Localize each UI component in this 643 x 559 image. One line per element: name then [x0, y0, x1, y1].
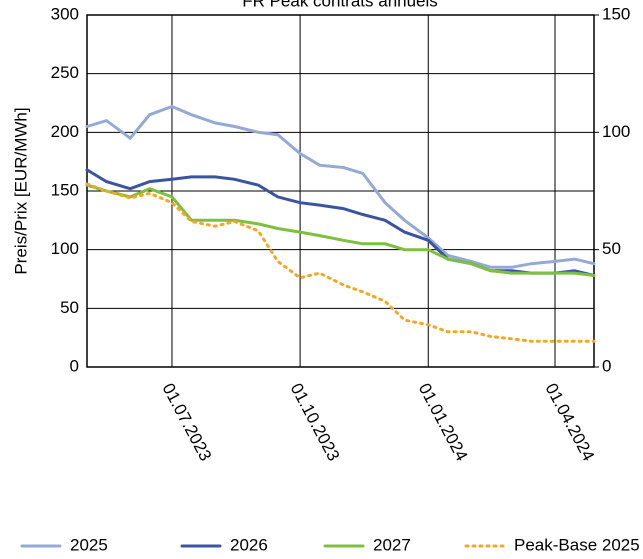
- y-tick-label: 250: [51, 63, 79, 82]
- legend-label: 2025: [70, 535, 108, 554]
- y-tick-label: 100: [51, 239, 79, 258]
- y2-tick-label: 0: [602, 356, 611, 375]
- series-line: [85, 183, 596, 277]
- y2-tick-label: 50: [602, 239, 621, 258]
- y2-tick-label: 100: [602, 122, 630, 141]
- legend-label: Peak-Base 2025: [514, 535, 640, 554]
- y-tick-label: 150: [51, 180, 79, 199]
- y-tick-label: 300: [51, 4, 79, 23]
- x-tick-label: 01.01.2024: [415, 380, 472, 464]
- plot-frame: [86, 14, 595, 368]
- y-axis-label: Preis/Prix [EUR/MWh]: [11, 107, 30, 274]
- chart-title: FR Peak contrats annuels: [242, 0, 438, 10]
- y2-tick-label: 150: [602, 4, 630, 23]
- y-tick-label: 200: [51, 122, 79, 141]
- x-tick-label: 01.07.2023: [158, 380, 215, 464]
- y-tick-label: 50: [60, 298, 79, 317]
- x-tick-label: 01.04.2024: [542, 380, 599, 464]
- series-line: [85, 168, 596, 277]
- series-line: [85, 104, 596, 269]
- series-line: [85, 182, 596, 343]
- legend-label: 2027: [373, 535, 411, 554]
- legend-label: 2026: [230, 535, 268, 554]
- x-tick-label: 01.10.2023: [287, 380, 344, 464]
- y-tick-label: 0: [70, 356, 79, 375]
